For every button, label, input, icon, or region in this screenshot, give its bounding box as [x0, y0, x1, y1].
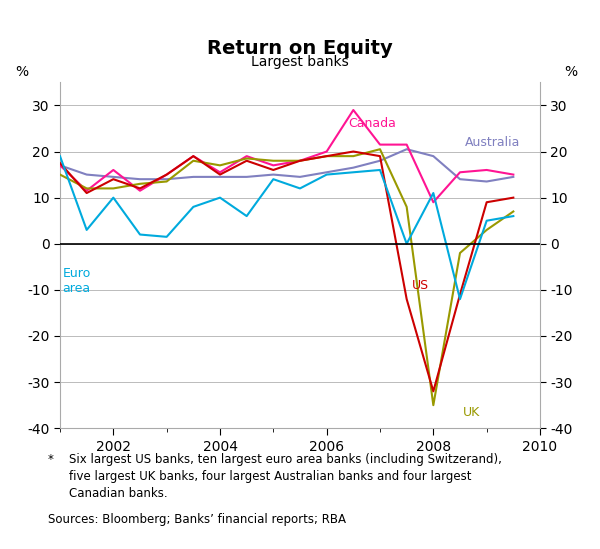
Text: Return on Equity: Return on Equity — [207, 38, 393, 58]
Text: Sources: Bloomberg; Banks’ financial reports; RBA: Sources: Bloomberg; Banks’ financial rep… — [48, 513, 346, 526]
Text: *: * — [48, 453, 54, 466]
Text: Australia: Australia — [466, 136, 521, 149]
Text: UK: UK — [463, 406, 480, 418]
Text: %: % — [565, 65, 578, 79]
Text: %: % — [15, 65, 28, 79]
Text: US: US — [412, 279, 429, 292]
Text: Six largest US banks, ten largest euro area banks (including Switzerand),
five l: Six largest US banks, ten largest euro a… — [69, 453, 502, 500]
Text: Euro
area: Euro area — [62, 267, 91, 295]
Text: Largest banks: Largest banks — [251, 54, 349, 69]
Text: Canada: Canada — [348, 117, 396, 130]
